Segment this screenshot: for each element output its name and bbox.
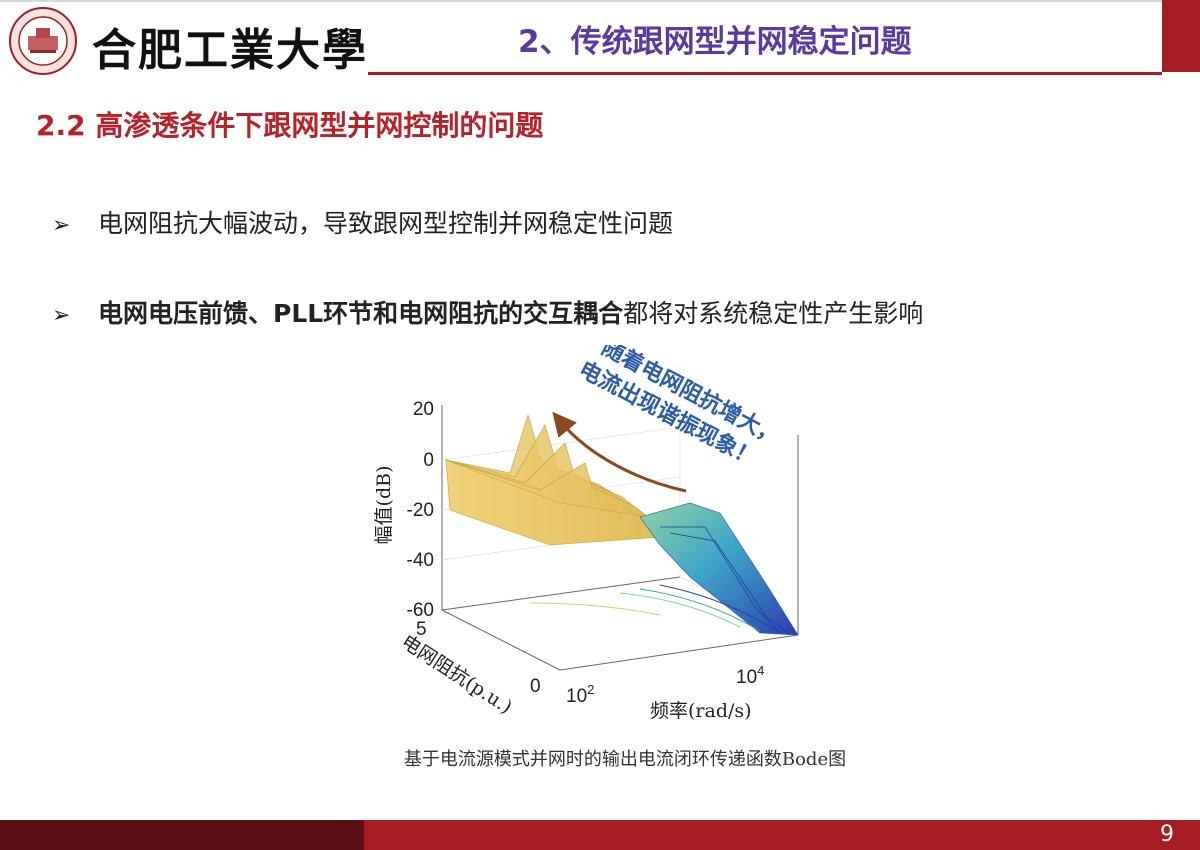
x-tick-label: 102: [566, 682, 594, 707]
university-name: 合肥工業大學: [92, 25, 368, 76]
footer-red-bar: [364, 820, 1200, 850]
z-axis-label: 幅值(dB): [373, 466, 395, 545]
z-tick-label: 0: [423, 450, 434, 471]
bode-3d-plot: 随着电网阻抗增大， 电流出现谐振现象！ 20 0 -20 -40 -60 幅值(…: [373, 345, 799, 722]
bullet-arrow-icon: ➢: [52, 303, 71, 328]
z-tick-label: 20: [413, 399, 434, 420]
y-axis-label: 电网阻抗(p.u.): [397, 631, 516, 719]
z-tick-label: -40: [407, 550, 434, 571]
header-top-line: [0, 0, 1200, 2]
z-tick-label: -20: [407, 500, 434, 521]
x-axis-label: 频率(rad/s): [650, 700, 752, 722]
footer-dark-bar: [0, 820, 364, 850]
bullet-text: 电网阻抗大幅波动，导致跟网型控制并网稳定性问题: [98, 209, 674, 238]
y-tick-label: 0: [530, 676, 541, 697]
trend-arrow: [552, 411, 687, 493]
title-underline: [368, 72, 1162, 75]
surface-rolloff: [639, 502, 799, 636]
page-number: 9: [1160, 822, 1174, 847]
bullet-bold-text: 电网电压前馈、PLL环节和电网阻抗的交互耦合: [98, 299, 624, 328]
section-title: 2.2 高渗透条件下跟网型并网控制的问题: [36, 109, 544, 142]
university-logo: [9, 7, 77, 75]
bullet-item: ➢ 电网阻抗大幅波动，导致跟网型控制并网稳定性问题: [52, 204, 673, 240]
header-red-block: [1162, 0, 1200, 72]
axes-frame: [441, 405, 799, 671]
z-tick-label: -60: [407, 600, 434, 621]
y-tick-label: 5: [416, 619, 427, 640]
x-tick-label: 104: [736, 663, 764, 688]
bullet-item: ➢ 电网电压前馈、PLL环节和电网阻抗的交互耦合都将对系统稳定性产生影响: [52, 294, 923, 330]
slide-title: 2、传统跟网型并网稳定问题: [518, 24, 912, 60]
bullet-text: 都将对系统稳定性产生影响: [623, 299, 924, 328]
figure-caption: 基于电流源模式并网时的输出电流闭环传递函数Bode图: [403, 749, 847, 770]
bullet-arrow-icon: ➢: [52, 213, 71, 238]
floor-contours: [529, 584, 781, 634]
